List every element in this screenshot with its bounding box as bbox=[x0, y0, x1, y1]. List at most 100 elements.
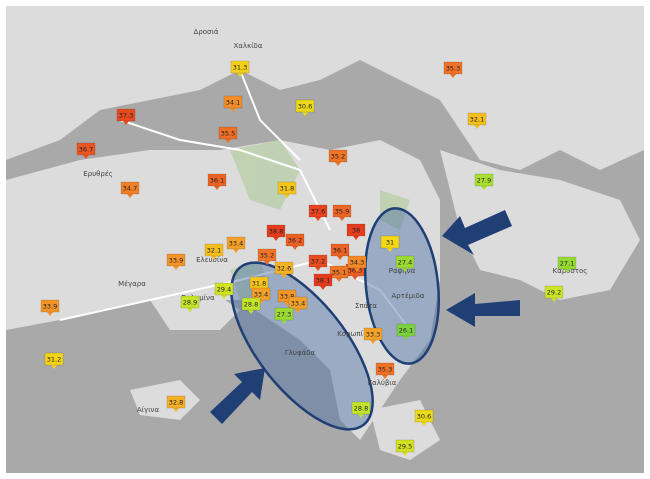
marker: 31.3 bbox=[230, 60, 250, 77]
marker: 33.9 bbox=[40, 299, 60, 316]
marker: 35.1 bbox=[329, 265, 349, 282]
place-label: Καλύβια bbox=[368, 379, 397, 387]
marker-pin bbox=[403, 336, 409, 340]
marker: 27.1 bbox=[557, 256, 577, 273]
marker-box bbox=[226, 236, 246, 250]
place-label: Ερυθρές bbox=[83, 170, 113, 178]
marker: 28.8 bbox=[241, 297, 261, 314]
marker-box bbox=[120, 181, 140, 195]
marker: 26.1 bbox=[396, 323, 416, 340]
marker: 34.1 bbox=[223, 95, 243, 112]
marker: 27.9 bbox=[474, 173, 494, 190]
marker-label: 31 bbox=[386, 239, 394, 247]
marker-box bbox=[40, 299, 60, 313]
marker-label: 35.3 bbox=[378, 366, 392, 374]
marker-pin bbox=[402, 268, 408, 272]
marker-label: 27.1 bbox=[560, 260, 574, 268]
marker: 31.8 bbox=[277, 181, 297, 198]
marker-pin bbox=[237, 73, 243, 77]
marker: 27.3 bbox=[274, 307, 294, 324]
marker-label: 36.3 bbox=[348, 267, 362, 275]
marker-label: 35.1 bbox=[332, 269, 346, 277]
marker: 38.8 bbox=[266, 224, 286, 241]
marker-label: 36.2 bbox=[288, 237, 302, 245]
marker-box bbox=[329, 265, 349, 279]
marker: 33.3 bbox=[363, 327, 383, 344]
marker-box bbox=[180, 295, 200, 309]
marker-label: 37.3 bbox=[119, 112, 133, 120]
marker-label: 36.7 bbox=[79, 146, 93, 154]
marker-label: 35.5 bbox=[221, 130, 235, 138]
marker-box bbox=[544, 285, 564, 299]
marker-box bbox=[395, 439, 415, 453]
marker: 31 bbox=[380, 235, 400, 252]
marker: 29.4 bbox=[214, 282, 234, 299]
marker: 30.6 bbox=[414, 409, 434, 426]
marker-box bbox=[166, 253, 186, 267]
marker: 37.3 bbox=[116, 108, 136, 125]
marker-pin bbox=[358, 414, 364, 418]
place-label: Αίγινα bbox=[137, 406, 160, 414]
marker-label: 26.1 bbox=[399, 327, 413, 335]
marker: 34.3 bbox=[347, 255, 367, 272]
marker: 35.3 bbox=[443, 61, 463, 78]
place-label: Αρτέμιδα bbox=[392, 292, 425, 300]
marker-box bbox=[380, 235, 400, 249]
marker-box bbox=[207, 173, 227, 187]
marker: 29.2 bbox=[544, 285, 564, 302]
marker-label: 34.1 bbox=[226, 99, 240, 107]
marker-label: 36.1 bbox=[210, 177, 224, 185]
marker: 36.1 bbox=[330, 243, 350, 260]
marker-box bbox=[230, 60, 250, 74]
marker-label: 31.8 bbox=[252, 280, 266, 288]
marker-label: 27.4 bbox=[398, 259, 412, 267]
place-label: Χαλκίδα bbox=[234, 42, 263, 50]
marker-label: 37.2 bbox=[311, 258, 325, 266]
place-label: Δροσιά bbox=[194, 28, 219, 36]
marker: 28.8 bbox=[351, 401, 371, 418]
marker: 38.1 bbox=[313, 273, 333, 290]
marker-pin bbox=[83, 155, 89, 159]
marker-pin bbox=[352, 276, 358, 280]
marker-label: 28.8 bbox=[244, 301, 258, 309]
place-label: Κορωπί bbox=[337, 330, 363, 338]
marker-label: 27.9 bbox=[477, 177, 491, 185]
marker: 34.7 bbox=[120, 181, 140, 198]
marker-pin bbox=[281, 320, 287, 324]
marker-label: 28.8 bbox=[354, 405, 368, 413]
marker-pin bbox=[387, 248, 393, 252]
marker-label: 29.4 bbox=[217, 286, 231, 294]
marker-pin bbox=[481, 186, 487, 190]
marker-box bbox=[363, 327, 383, 341]
marker-pin bbox=[315, 217, 321, 221]
marker-label: 30.6 bbox=[417, 413, 431, 421]
marker-box bbox=[116, 108, 136, 122]
marker-pin bbox=[551, 298, 557, 302]
marker: 32.8 bbox=[166, 395, 186, 412]
marker-label: 32.1 bbox=[207, 247, 221, 255]
marker-box bbox=[467, 112, 487, 126]
marker-box bbox=[395, 255, 415, 269]
marker-label: 33.9 bbox=[169, 257, 183, 265]
marker: 33.9 bbox=[166, 253, 186, 270]
marker-pin bbox=[292, 246, 298, 250]
marker: 35.2 bbox=[257, 248, 277, 265]
marker-pin bbox=[230, 108, 236, 112]
marker-pin bbox=[211, 256, 217, 260]
marker: 35.9 bbox=[332, 204, 352, 221]
marker-label: 29.2 bbox=[547, 289, 561, 297]
marker-box bbox=[266, 224, 286, 238]
marker-pin bbox=[335, 162, 341, 166]
marker-label: 32.6 bbox=[277, 265, 291, 273]
marker-label: 34.3 bbox=[350, 259, 364, 267]
place-label: Ραφήνα bbox=[389, 267, 416, 275]
marker: 35.2 bbox=[328, 149, 348, 166]
marker-pin bbox=[233, 249, 239, 253]
marker-box bbox=[166, 395, 186, 409]
marker-label: 33.3 bbox=[366, 331, 380, 339]
marker-label: 34.7 bbox=[123, 185, 137, 193]
marker-box bbox=[347, 255, 367, 269]
marker-pin bbox=[337, 256, 343, 260]
marker-box bbox=[285, 233, 305, 247]
